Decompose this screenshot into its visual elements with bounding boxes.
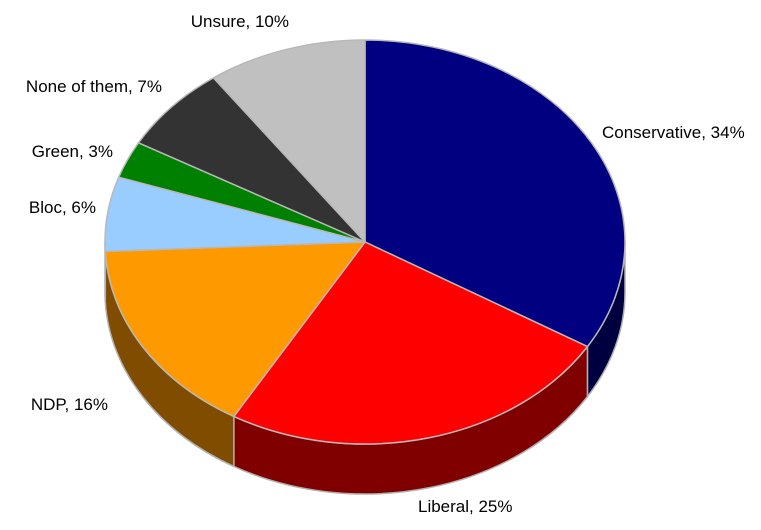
slice-label-ndp: NDP, 16% (31, 395, 108, 414)
slice-label-green: Green, 3% (32, 142, 113, 161)
slice-label-liberal: Liberal, 25% (418, 497, 513, 516)
slice-label-bloc: Bloc, 6% (29, 198, 96, 217)
slice-label-conservative: Conservative, 34% (602, 123, 745, 142)
pie-tops (105, 40, 625, 444)
slice-label-none-of-them: None of them, 7% (26, 77, 162, 96)
slice-label-unsure: Unsure, 10% (191, 12, 289, 31)
